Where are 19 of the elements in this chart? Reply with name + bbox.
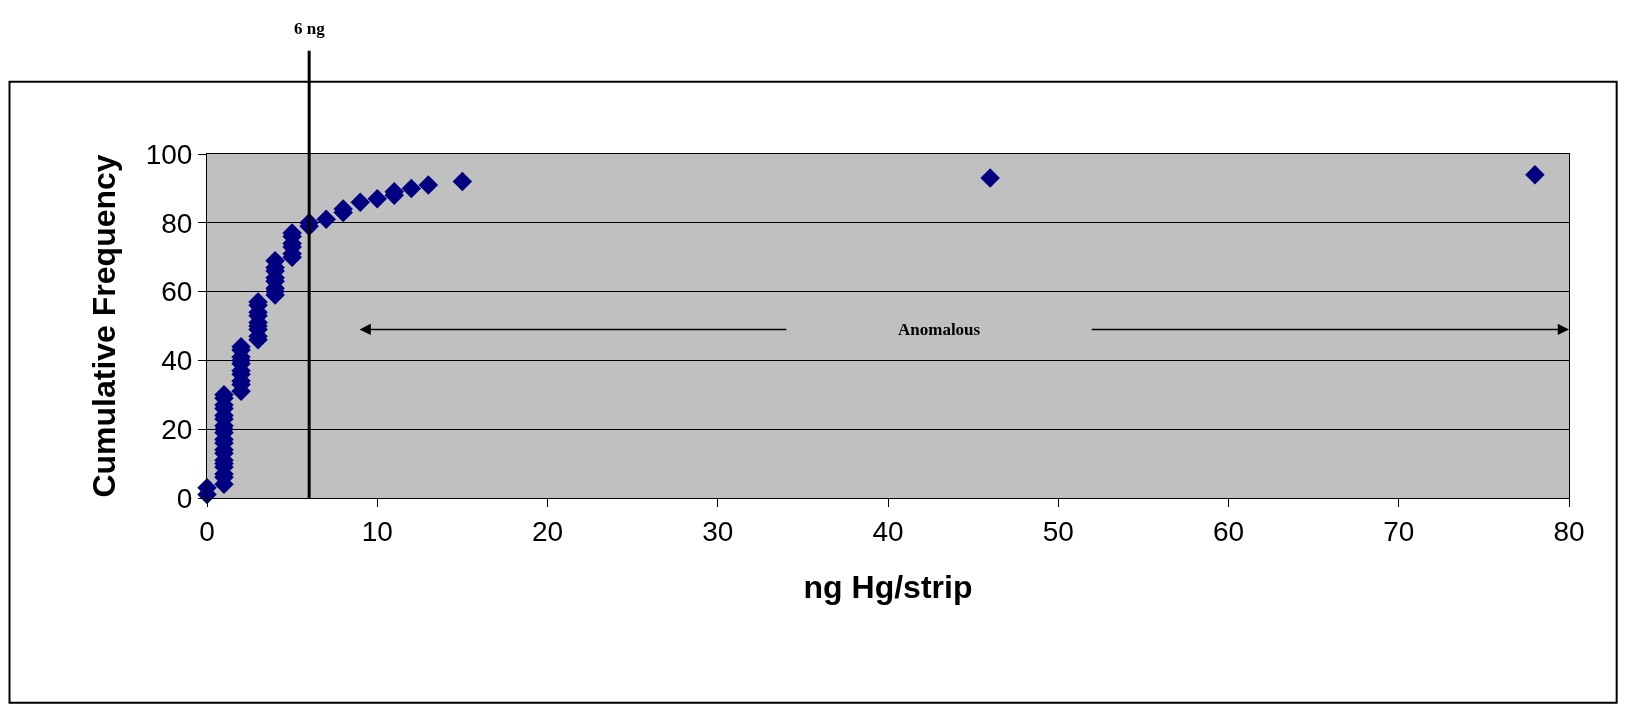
x-tick-label: 50 (1042, 515, 1074, 547)
y-tick-label: 0 (176, 482, 193, 514)
y-tick-label: 60 (161, 276, 193, 308)
ref-line-label: 6 ng (294, 19, 326, 38)
y-tick-label: 80 (161, 207, 193, 239)
x-tick-label: 10 (361, 515, 393, 547)
x-tick-label: 60 (1212, 515, 1245, 547)
x-tick-label: 40 (872, 515, 904, 547)
y-tick-label: 40 (161, 345, 193, 377)
y-tick-label: 20 (161, 414, 193, 445)
x-tick-label: 20 (531, 515, 564, 547)
y-tick-label: 100 (145, 138, 193, 170)
x-tick-label: 70 (1383, 515, 1415, 547)
x-tick-label: 30 (702, 515, 734, 547)
x-axis-title: ng Hg/strip (803, 569, 973, 606)
x-tick-label: 0 (199, 515, 215, 547)
annotation: Anomalous (898, 320, 981, 339)
y-axis-title: Cumulative Frequency (85, 154, 122, 498)
x-tick-label: 80 (1553, 515, 1585, 547)
